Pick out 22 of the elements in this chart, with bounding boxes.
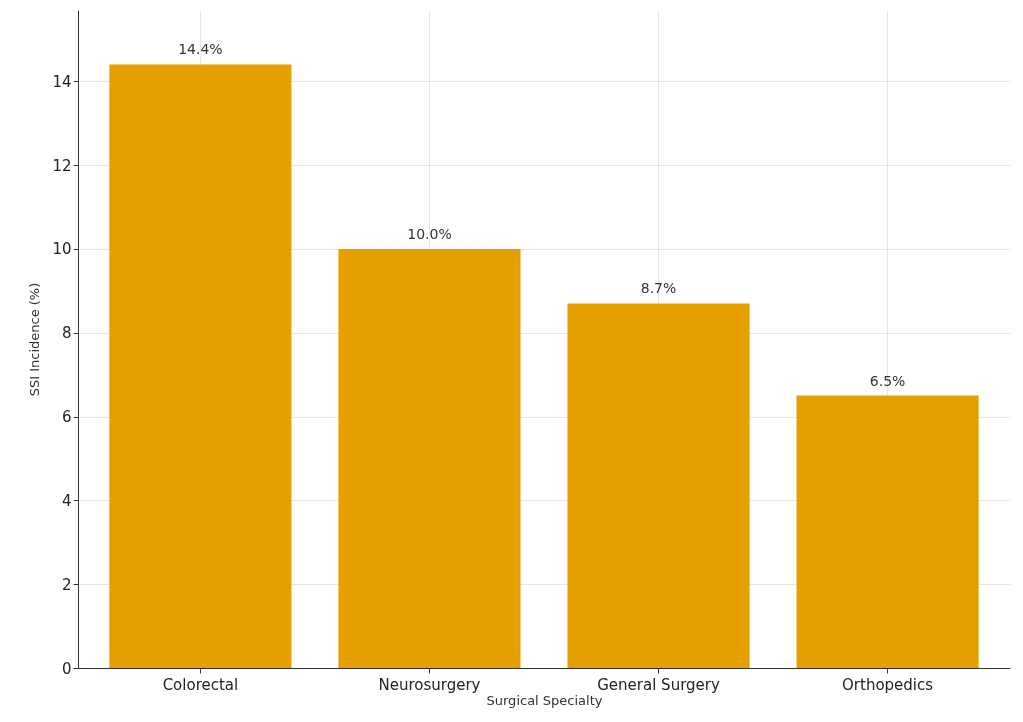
x-tick-label: Colorectal (162, 675, 239, 694)
y-tick-label: 10 (52, 240, 72, 259)
y-axis-title: SSI Incidence (%) (27, 282, 43, 397)
x-tick-label: General Surgery (597, 675, 720, 694)
bar (109, 64, 292, 668)
y-tick-label: 12 (52, 156, 72, 175)
x-tick-label: Orthopedics (842, 675, 934, 694)
data-label: 6.5% (869, 372, 906, 389)
y-tick-label: 6 (61, 408, 72, 427)
data-label: 14.4% (178, 41, 223, 58)
bar (567, 303, 750, 668)
x-axis-title: Surgical Specialty (486, 692, 603, 708)
y-tick-label: 0 (61, 659, 72, 678)
y-tick-label: 4 (61, 491, 72, 510)
y-tick-label: 8 (61, 324, 72, 343)
y-tick-label: 14 (52, 72, 72, 91)
data-label: 8.7% (640, 280, 677, 297)
y-tick-label: 2 (61, 575, 72, 594)
x-tick-label: Neurosurgery (378, 675, 481, 694)
data-label: 10.0% (407, 225, 452, 242)
bar (338, 248, 521, 668)
bar (796, 395, 979, 668)
